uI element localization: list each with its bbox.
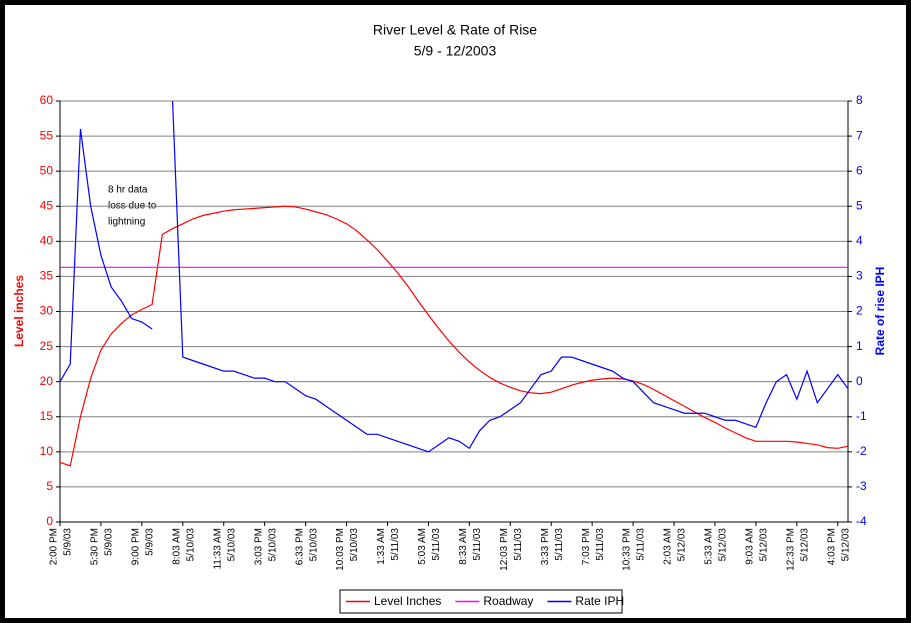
legend-box [339, 589, 623, 614]
y-tick-label: 5 [46, 479, 53, 493]
y-tick-label: 50 [40, 163, 54, 177]
y-tick-label: 25 [40, 339, 54, 353]
y2-tick-label: 5 [856, 198, 863, 212]
legend-label: Roadway [483, 594, 533, 608]
x-tick-date: 5/12/03 [677, 528, 688, 562]
x-tick-date: 5/10/03 [349, 528, 360, 562]
x-tick-label: 5:30 PM [90, 528, 101, 565]
series-line [59, 205, 849, 467]
y2-tick-label: 2 [856, 304, 863, 318]
y-tick-label: 15 [40, 409, 54, 423]
x-tick-date: 5/10/03 [185, 528, 196, 562]
x-tick-label: 10:33 PM [622, 528, 633, 571]
series-line [171, 100, 849, 453]
x-tick-date: 5/9/03 [104, 528, 115, 556]
y-tick-label: 0 [46, 514, 53, 528]
x-tick-label: 12:03 PM [499, 528, 510, 571]
x-tick-date: 5/11/03 [431, 528, 442, 561]
x-tick-label: 10:03 PM [335, 528, 346, 571]
x-tick-date: 5/11/03 [554, 528, 565, 561]
x-tick-label: 12:33 PM [785, 528, 796, 571]
x-tick-label: 3:03 PM [253, 528, 264, 565]
y-tick-label: 40 [40, 234, 54, 248]
x-tick-date: 5/10/03 [267, 528, 278, 562]
y-tick-label: 10 [40, 444, 54, 458]
x-tick-label: 1:33 AM [376, 528, 387, 565]
x-tick-label: 2:00 PM [49, 528, 60, 565]
x-tick-label: 7:03 PM [581, 528, 592, 565]
legend-label: Level Inches [374, 594, 441, 608]
y2-tick-label: -1 [856, 409, 867, 423]
x-tick-date: 5/11/03 [513, 528, 524, 561]
y2-tick-label: 3 [856, 269, 863, 283]
y2-tick-label: -2 [856, 444, 867, 458]
legend-label: Rate IPH [575, 594, 624, 608]
x-tick-label: 8:03 AM [171, 528, 182, 565]
y2-tick-label: 1 [856, 339, 863, 353]
y2-tick-label: -3 [856, 479, 867, 493]
x-tick-label: 11:33 AM [212, 528, 223, 570]
series-line [59, 128, 153, 382]
y-tick-label: 30 [40, 304, 54, 318]
x-tick-date: 5/9/03 [63, 528, 74, 556]
annotation: lightning [108, 217, 145, 228]
x-tick-label: 9:00 PM [131, 528, 142, 565]
x-tick-date: 5/10/03 [226, 528, 237, 562]
annotation: 8 hr data [108, 185, 148, 196]
y2-tick-label: 4 [856, 234, 863, 248]
y2-tick-label: 8 [856, 93, 863, 107]
x-tick-date: 5/12/03 [718, 528, 729, 562]
x-tick-date: 5/11/03 [472, 528, 483, 561]
x-tick-date: 5/11/03 [636, 528, 647, 561]
y2-axis-title: Rate of rise IPH [873, 267, 887, 356]
chart-subtitle: 5/9 - 12/2003 [414, 43, 497, 59]
y-tick-label: 35 [40, 269, 54, 283]
x-tick-label: 3:33 PM [540, 528, 551, 565]
x-tick-date: 5/11/03 [390, 528, 401, 561]
x-tick-label: 5:33 AM [704, 528, 715, 565]
x-tick-label: 5:03 AM [417, 528, 428, 565]
x-tick-date: 5/12/03 [840, 528, 851, 562]
x-tick-date: 5/11/03 [595, 528, 606, 561]
x-tick-label: 4:03 PM [826, 528, 837, 565]
x-tick-date: 5/9/03 [145, 528, 156, 556]
y2-tick-label: 0 [856, 374, 863, 388]
y-tick-label: 20 [40, 374, 54, 388]
x-tick-label: 9:03 AM [745, 528, 756, 565]
x-tick-label: 6:33 PM [294, 528, 305, 565]
y-axis-title: Level inches [12, 275, 26, 347]
y-tick-label: 60 [40, 93, 54, 107]
y2-tick-label: -4 [856, 514, 867, 528]
y-tick-label: 45 [40, 198, 54, 212]
x-tick-date: 5/12/03 [799, 528, 810, 562]
chart-title: River Level & Rate of Rise [373, 22, 537, 38]
y2-tick-label: 6 [856, 163, 863, 177]
x-tick-date: 5/10/03 [308, 528, 319, 562]
y2-tick-label: 7 [856, 128, 863, 142]
y-tick-label: 55 [40, 128, 54, 142]
x-tick-date: 5/12/03 [759, 528, 770, 562]
x-tick-label: 8:33 AM [458, 528, 469, 565]
x-tick-label: 2:03 AM [663, 528, 674, 565]
